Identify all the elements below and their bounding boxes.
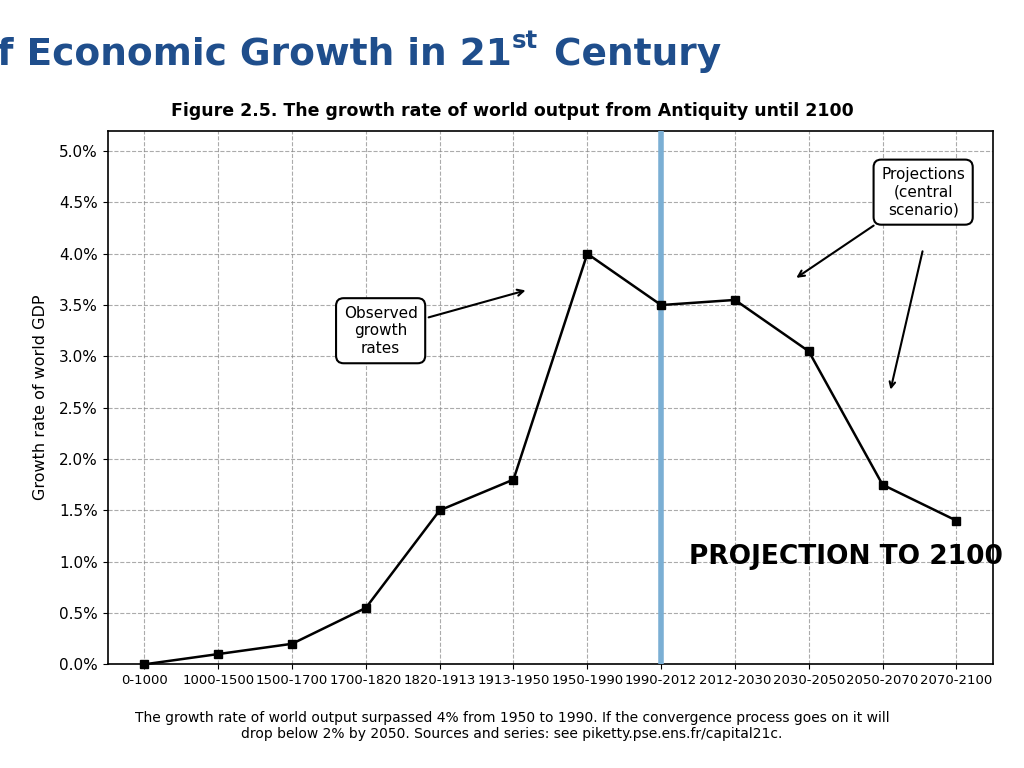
Text: Observed
growth
rates: Observed growth rates bbox=[344, 290, 523, 356]
Y-axis label: Growth rate of world GDP: Growth rate of world GDP bbox=[33, 295, 48, 500]
Text: Projections
(central
scenario): Projections (central scenario) bbox=[799, 167, 965, 276]
Text: Century: Century bbox=[541, 38, 721, 73]
Text: PROJECTION TO 2100: PROJECTION TO 2100 bbox=[689, 544, 1002, 570]
Text: The growth rate of world output surpassed 4% from 1950 to 1990. If the convergen: The growth rate of world output surpasse… bbox=[135, 710, 889, 741]
Text: st: st bbox=[512, 29, 539, 54]
Text: Figure 2.5. The growth rate of world output from Antiquity until 2100: Figure 2.5. The growth rate of world out… bbox=[171, 102, 853, 121]
Text: Projected Decline of Economic Growth in 21: Projected Decline of Economic Growth in … bbox=[0, 38, 512, 73]
